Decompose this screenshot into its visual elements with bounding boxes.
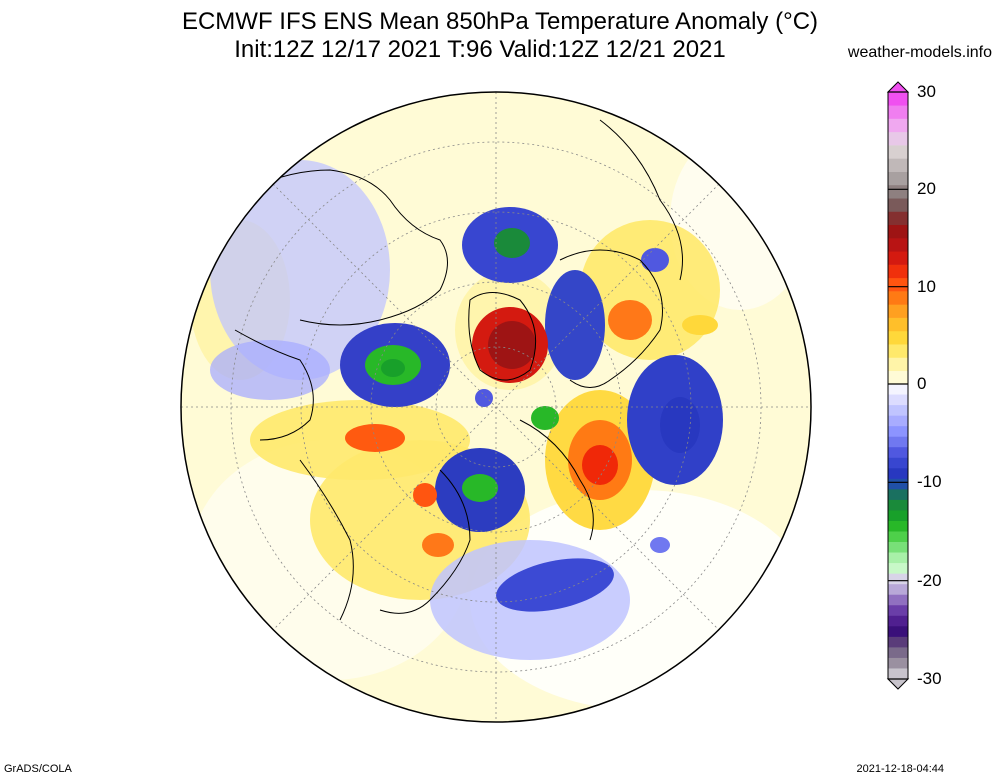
colorbar-tick-label: 10 xyxy=(917,276,936,296)
colorbar-block xyxy=(888,224,908,239)
east-asia-warm-spot xyxy=(413,483,437,507)
labrador-cold-spot xyxy=(641,248,669,272)
greenland-sea-cold-anomaly xyxy=(545,270,605,380)
colorbar-block xyxy=(888,251,908,265)
colorbar-block xyxy=(888,105,908,119)
colorbar-block xyxy=(888,668,908,680)
colorbar-block xyxy=(888,131,908,146)
colorbar-lower-arrow xyxy=(886,678,910,690)
colorbar-block xyxy=(888,171,908,186)
colorbar-tick-label: 0 xyxy=(917,374,927,393)
greenland-warm-core xyxy=(488,321,536,369)
colorbar-block xyxy=(888,304,908,318)
alaska-coastline xyxy=(519,419,594,541)
atlantic-warm-spot xyxy=(682,315,718,335)
north-pacific-cold-anomaly xyxy=(496,558,614,612)
china-warm-spot xyxy=(422,533,454,557)
colorbar-block xyxy=(888,145,908,159)
east-asia-coastline xyxy=(379,469,471,614)
colorbar-block xyxy=(888,198,908,212)
colorbar-block xyxy=(888,520,908,532)
central-asia-cold-center xyxy=(381,359,405,377)
east-america-coastline xyxy=(599,119,683,281)
colorbar-block xyxy=(888,573,908,585)
coastlines xyxy=(229,119,683,621)
colorbar-block xyxy=(888,426,908,437)
europe-coastline xyxy=(229,169,448,326)
colorbar-block xyxy=(888,510,908,522)
colorbar-block xyxy=(888,344,908,358)
colorbar-block xyxy=(888,657,908,669)
colorbar-tick-label: -20 xyxy=(917,570,942,590)
northeast-us-warm-anomaly xyxy=(608,300,652,340)
colorbar-block xyxy=(888,370,908,385)
colorbar-block xyxy=(888,357,908,372)
colorbar-block xyxy=(888,615,908,627)
colorbar-block xyxy=(888,317,908,332)
north-america-coastline xyxy=(559,249,663,388)
mideast-coastline xyxy=(234,329,314,441)
map-boundary xyxy=(180,91,812,723)
generation-timestamp: 2021-12-18-04:44 xyxy=(856,763,944,775)
colorbar-tick-label: -30 xyxy=(917,669,942,688)
middle-east-cool-zone xyxy=(210,340,330,400)
colorbar-block xyxy=(888,552,908,564)
central-canada-cold-core xyxy=(660,397,700,453)
colorbar-block xyxy=(888,277,908,292)
colorbar-block xyxy=(888,584,908,596)
colorbar-block xyxy=(888,626,908,638)
colorbar-block xyxy=(888,563,908,574)
graticule xyxy=(181,92,811,722)
colorbar-block xyxy=(888,264,908,279)
polar-cold-spot xyxy=(475,389,493,407)
colorbar-block xyxy=(888,647,908,659)
software-credit: GrADS/COLA xyxy=(4,763,72,775)
colorbar-block xyxy=(888,468,908,480)
colorbar-block xyxy=(888,447,908,459)
colorbar-block xyxy=(888,436,908,448)
colorbar-block xyxy=(888,478,908,490)
colorbar-block xyxy=(888,291,908,305)
colorbar-blocks xyxy=(888,92,908,680)
south-asia-coastline xyxy=(299,459,354,621)
colorbar-block xyxy=(888,238,908,252)
north-atlantic-cold-core xyxy=(494,228,530,258)
pacific-cold-spot xyxy=(650,537,670,553)
colorbar-block xyxy=(888,531,908,543)
colorbar-block xyxy=(888,211,908,226)
colorbar-block xyxy=(888,394,908,406)
map-subtitle: Init:12Z 12/17 2021 T:96 Valid:12Z 12/21… xyxy=(234,36,726,63)
arctic-cold-core xyxy=(531,406,559,430)
colorbar-block xyxy=(888,184,908,199)
colorbar-block xyxy=(888,330,908,345)
colorbar-block xyxy=(888,405,908,416)
colorbar-ticks xyxy=(888,91,908,680)
colorbar-tick-label: 20 xyxy=(917,179,936,199)
colorbar-block xyxy=(888,499,908,511)
colorbar-block xyxy=(888,92,908,106)
colorbar-tick-label: -10 xyxy=(917,472,942,492)
colorbar-block xyxy=(888,457,908,469)
colorbar-block xyxy=(888,605,908,617)
colorbar-block xyxy=(888,489,908,501)
colorbar-tick-label: 30 xyxy=(917,82,936,101)
greenland-coastline xyxy=(468,292,537,381)
colorbar-block xyxy=(888,542,908,553)
colorbar-block xyxy=(888,158,908,172)
colorbar-block xyxy=(888,594,908,606)
colorbar-upper-arrow xyxy=(886,81,910,93)
colorbar-block xyxy=(888,636,908,648)
colorbar-block xyxy=(888,118,908,133)
map-title: ECMWF IFS ENS Mean 850hPa Temperature An… xyxy=(181,8,819,35)
alaska-warm-core xyxy=(582,445,618,485)
eastern-siberia-cold-core xyxy=(462,474,498,502)
source-credit: weather-models.info xyxy=(847,44,992,61)
colorbar-block xyxy=(888,415,908,427)
colorbar-block xyxy=(888,384,908,395)
